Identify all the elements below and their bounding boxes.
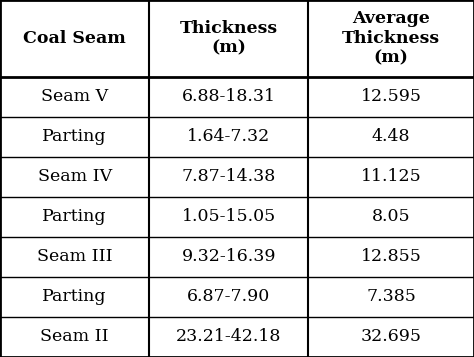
Text: Seam V: Seam V — [41, 88, 108, 105]
Text: 7.87-14.38: 7.87-14.38 — [182, 169, 276, 185]
Text: 23.21-42.18: 23.21-42.18 — [176, 328, 282, 346]
Text: Thickness
(m): Thickness (m) — [180, 20, 278, 57]
Text: 1.05-15.05: 1.05-15.05 — [182, 208, 276, 225]
Text: Average
Thickness
(m): Average Thickness (m) — [342, 10, 440, 66]
Text: Seam IV: Seam IV — [37, 169, 112, 185]
Text: Seam II: Seam II — [40, 328, 109, 346]
Text: 9.32-16.39: 9.32-16.39 — [182, 248, 276, 265]
Text: Parting: Parting — [42, 128, 107, 145]
Text: 4.48: 4.48 — [372, 128, 410, 145]
Text: 12.595: 12.595 — [361, 88, 421, 105]
Text: Seam III: Seam III — [37, 248, 112, 265]
Text: 6.88-18.31: 6.88-18.31 — [182, 88, 276, 105]
Text: 8.05: 8.05 — [372, 208, 410, 225]
Text: Parting: Parting — [42, 288, 107, 306]
Text: 1.64-7.32: 1.64-7.32 — [187, 128, 270, 145]
Text: 11.125: 11.125 — [361, 169, 421, 185]
Text: Parting: Parting — [42, 208, 107, 225]
Text: 32.695: 32.695 — [361, 328, 421, 346]
Text: 6.87-7.90: 6.87-7.90 — [187, 288, 270, 306]
Text: 7.385: 7.385 — [366, 288, 416, 306]
Text: Coal Seam: Coal Seam — [23, 30, 126, 47]
Text: 12.855: 12.855 — [361, 248, 421, 265]
